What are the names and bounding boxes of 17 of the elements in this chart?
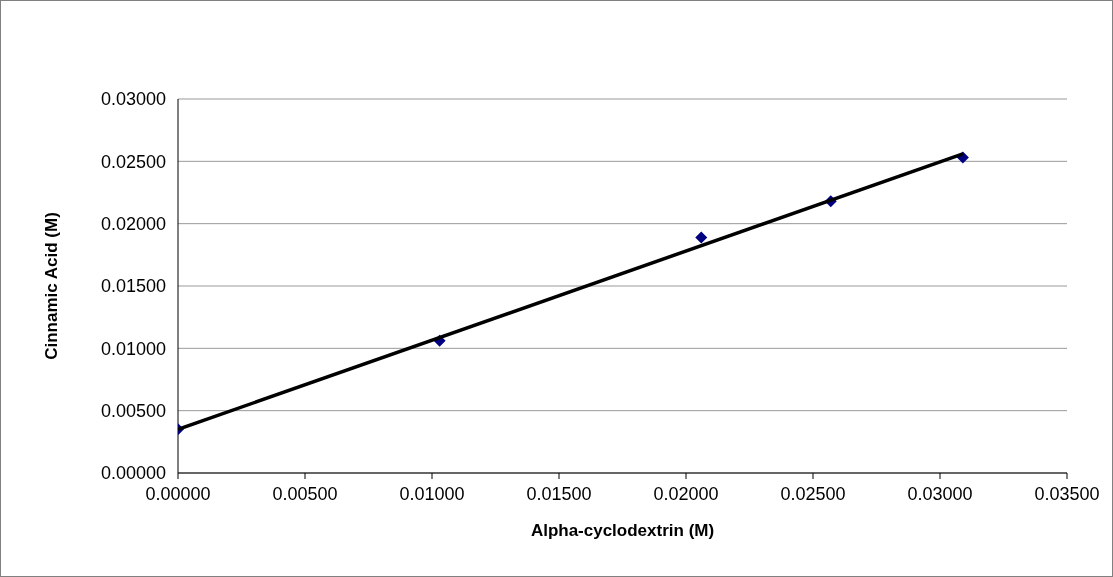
x-tick-label: 0.01000	[399, 483, 465, 504]
x-tick-label: 0.01500	[526, 483, 592, 504]
y-axis-title: Cinnamic Acid (M)	[42, 212, 62, 360]
x-tick-label: 0.03500	[1034, 483, 1100, 504]
y-tick-label: 0.03000	[100, 89, 166, 110]
x-tick-label: 0.02500	[780, 483, 846, 504]
y-tick-label: 0.00000	[100, 463, 166, 484]
x-tick-label: 0.03000	[907, 483, 973, 504]
y-tick-label: 0.02500	[100, 151, 166, 172]
y-tick-label: 0.01000	[100, 338, 166, 359]
x-tick-label: 0.02000	[653, 483, 719, 504]
x-tick-label: 0.00000	[145, 483, 211, 504]
y-tick-label: 0.02000	[100, 214, 166, 235]
y-tick-label: 0.01500	[100, 276, 166, 297]
x-axis-title: Alpha-cyclodextrin (M)	[530, 521, 715, 540]
x-tick-label: 0.00500	[272, 483, 338, 504]
y-tick-label: 0.00500	[100, 401, 166, 422]
